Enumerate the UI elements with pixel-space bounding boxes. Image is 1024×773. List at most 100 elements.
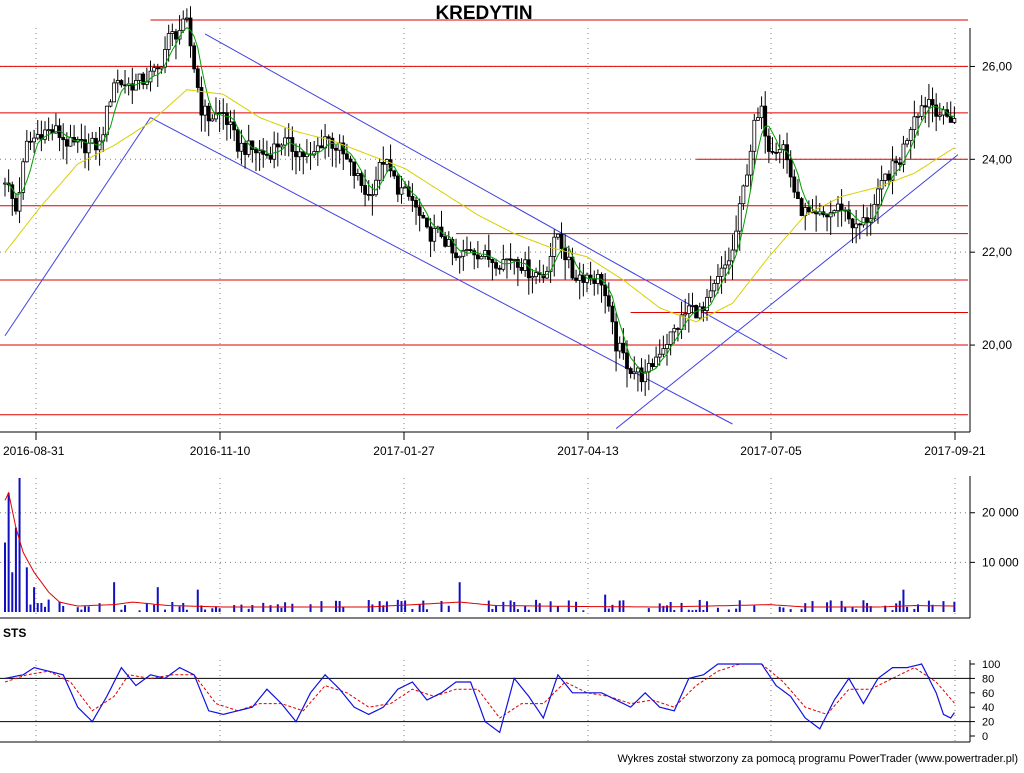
candle-body	[730, 249, 735, 262]
candle-body	[228, 121, 233, 125]
sts-panel-title: STS	[3, 626, 26, 640]
volume-bar	[604, 594, 607, 612]
candle-body	[657, 353, 662, 358]
volume-bar	[673, 610, 676, 612]
date-axis-label: 2016-11-10	[190, 444, 251, 458]
candle-body	[90, 137, 95, 144]
candle-body	[174, 31, 178, 40]
volume-bar	[913, 608, 916, 612]
candle-body	[501, 259, 506, 270]
candle-body	[876, 188, 880, 205]
volume-bar	[367, 600, 370, 612]
candle-body	[934, 104, 939, 117]
candle-body	[705, 296, 709, 311]
candle-body	[166, 33, 171, 50]
candle-body	[83, 139, 87, 154]
volume-bar	[666, 605, 669, 612]
candle-body	[890, 160, 895, 181]
candle-body	[86, 142, 91, 154]
candle-body	[294, 151, 298, 158]
candle-body	[246, 140, 251, 155]
volume-bar	[7, 492, 10, 612]
candle-body	[854, 223, 859, 229]
candle-body	[672, 328, 677, 333]
candle-body	[115, 80, 120, 84]
candle-body	[883, 173, 888, 181]
candle-body	[406, 186, 411, 197]
candle-body	[28, 140, 33, 143]
volume-bar	[36, 603, 39, 612]
volume-bar	[145, 602, 148, 612]
volume-bar	[33, 587, 36, 612]
volume-bar	[840, 600, 843, 612]
candle-body	[585, 274, 589, 283]
volume-bar	[927, 600, 930, 612]
candle-body	[901, 143, 906, 165]
volume-bar	[153, 604, 156, 612]
volume-bar	[196, 589, 199, 612]
candle-body	[254, 149, 258, 154]
volume-bar	[280, 607, 283, 612]
candle-body	[446, 239, 451, 247]
volume-bar	[931, 604, 934, 612]
candle-body	[141, 73, 146, 85]
candle-body	[552, 236, 557, 257]
support-resistance-levels	[0, 19, 968, 416]
candle-body	[137, 73, 142, 81]
candle-body	[574, 277, 578, 281]
volume-bar	[695, 609, 698, 612]
volume-axis-label: 10 000	[982, 555, 1019, 569]
volume-bar	[138, 610, 141, 612]
volume-bar	[680, 602, 683, 612]
volume-bar	[371, 604, 374, 612]
candle-body	[686, 305, 691, 314]
volume-bar	[524, 605, 527, 612]
candle-body	[395, 175, 400, 195]
candle-body	[825, 214, 829, 218]
price-grid	[0, 28, 970, 432]
candle-body	[872, 203, 877, 220]
candle-body	[756, 117, 760, 121]
candle-body	[374, 179, 378, 196]
volume-bar	[942, 601, 945, 612]
volume-bar	[687, 609, 690, 612]
sts-axis-label: 20	[982, 717, 994, 729]
volume-bar	[204, 609, 207, 612]
candle-body	[79, 139, 84, 141]
candle-body	[119, 80, 124, 86]
volume-bar	[62, 605, 65, 612]
volume-bar	[527, 609, 530, 612]
volume-bar	[953, 601, 956, 612]
volume-bar	[44, 606, 47, 612]
candle-body	[104, 105, 109, 136]
candle-body	[912, 116, 917, 131]
volume-bar	[851, 606, 854, 612]
candle-body	[352, 161, 357, 176]
candle-body	[774, 151, 779, 154]
date-axis-label: 2017-04-13	[557, 444, 619, 458]
volume-bar	[829, 600, 832, 612]
candle-body	[861, 217, 866, 226]
candle-body	[930, 99, 935, 106]
candle-body	[264, 153, 269, 156]
candle-body	[363, 185, 368, 195]
candle-body	[414, 200, 418, 208]
candle-body	[886, 173, 891, 181]
candle-body	[301, 151, 306, 158]
candle-body	[483, 250, 488, 257]
volume-bar	[804, 603, 807, 612]
candle-body	[214, 112, 218, 120]
volume-bar	[509, 600, 512, 612]
candle-body	[617, 342, 622, 352]
volume-bar	[727, 609, 730, 612]
volume-bar	[240, 604, 243, 612]
volume-bar	[251, 605, 254, 612]
candle-body	[199, 87, 204, 116]
candle-body	[566, 256, 571, 261]
volume-bar	[291, 603, 294, 612]
candle-body	[275, 143, 280, 148]
volume-bar	[76, 607, 79, 612]
trend-channel-lines	[4, 33, 959, 430]
volume-bar	[782, 607, 785, 612]
